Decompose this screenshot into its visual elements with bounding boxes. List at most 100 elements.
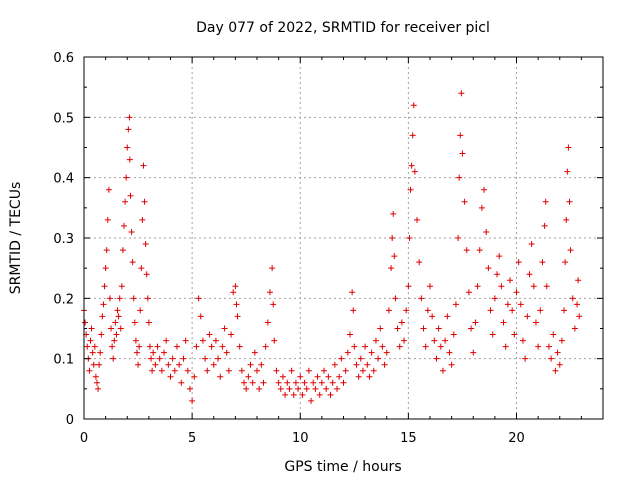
data-point [124, 144, 131, 151]
data-point [418, 295, 425, 302]
data-point [101, 283, 108, 290]
data-point [128, 228, 135, 235]
data-point [256, 385, 263, 392]
data-point [305, 367, 312, 374]
data-point [87, 337, 94, 344]
data-point [148, 355, 155, 362]
y-tick-label: 0.4 [53, 172, 74, 187]
data-point [202, 355, 209, 362]
data-point [414, 216, 421, 223]
data-point [427, 283, 433, 290]
data-point [353, 361, 360, 368]
data-point [357, 355, 364, 362]
data-point [530, 283, 537, 290]
chart-title: Day 077 of 2022, SRMTID for receiver pic… [196, 20, 490, 36]
data-point [98, 331, 105, 338]
data-point [173, 343, 180, 350]
data-point [563, 216, 570, 223]
data-point [176, 361, 183, 368]
data-point [571, 325, 578, 332]
x-axis-label: GPS time / hours [284, 459, 401, 475]
data-point [334, 385, 341, 392]
x-tick-label: 15 [400, 431, 417, 446]
y-tick-label: 0.2 [53, 292, 74, 307]
data-point [178, 379, 185, 386]
data-point [517, 301, 524, 308]
data-point [217, 373, 224, 380]
data-point [407, 186, 414, 193]
data-point [535, 343, 542, 350]
data-point [119, 247, 126, 254]
data-point [562, 259, 569, 266]
data-point [574, 301, 581, 308]
data-point [489, 331, 496, 338]
data-point [215, 355, 222, 362]
data-point [318, 379, 325, 386]
data-point [346, 331, 353, 338]
data-point [225, 367, 232, 374]
data-point [368, 349, 375, 356]
data-point [130, 295, 137, 302]
data-point [416, 259, 423, 266]
data-point [316, 391, 323, 398]
data-point [232, 283, 239, 290]
data-point [145, 319, 152, 326]
data-point [102, 265, 109, 272]
data-point [228, 331, 235, 338]
data-point [113, 331, 120, 338]
data-point [372, 337, 379, 344]
data-point [84, 343, 91, 350]
axis-ticks: 0 5 10 15 20 0 0.1 0.2 0.3 0.4 0.5 0.6 [53, 51, 603, 446]
data-point [355, 373, 362, 380]
data-point [558, 337, 565, 344]
data-point [258, 361, 265, 368]
data-point [539, 259, 546, 266]
data-point [284, 379, 291, 386]
data-point [143, 271, 150, 278]
data-point [230, 289, 237, 296]
data-point [461, 198, 468, 205]
data-point [234, 313, 241, 320]
data-point [442, 337, 449, 344]
data-point [182, 337, 189, 344]
data-point [424, 307, 431, 314]
data-point [163, 337, 170, 344]
data-point [206, 331, 213, 338]
data-point [349, 289, 356, 296]
data-point [122, 198, 129, 205]
data-point [110, 355, 117, 362]
data-point [500, 319, 507, 326]
data-point [314, 373, 321, 380]
data-point [191, 373, 198, 380]
data-point [528, 241, 535, 248]
data-point [468, 325, 475, 332]
data-point [96, 361, 103, 368]
data-point [135, 361, 142, 368]
data-point [295, 385, 302, 392]
data-point [271, 337, 278, 344]
data-point [299, 391, 306, 398]
data-point [381, 361, 388, 368]
data-point [297, 373, 304, 380]
y-tick-label: 0.3 [53, 232, 74, 247]
data-point [171, 367, 178, 374]
y-tick-label: 0.6 [53, 51, 74, 66]
data-point [308, 397, 315, 404]
data-point [137, 307, 144, 314]
data-point [260, 379, 267, 386]
y-tick-label: 0.5 [53, 111, 74, 126]
data-point [125, 126, 132, 133]
data-point [411, 168, 418, 175]
data-point [140, 162, 147, 169]
data-point [405, 283, 412, 290]
data-point [474, 283, 481, 290]
data-point [511, 331, 518, 338]
data-point [494, 271, 501, 278]
y-tick-label: 0.1 [53, 353, 74, 368]
data-point [129, 259, 136, 266]
data-point [169, 355, 176, 362]
data-point [114, 307, 121, 314]
data-point [340, 379, 347, 386]
data-point [236, 343, 243, 350]
data-point [117, 325, 124, 332]
